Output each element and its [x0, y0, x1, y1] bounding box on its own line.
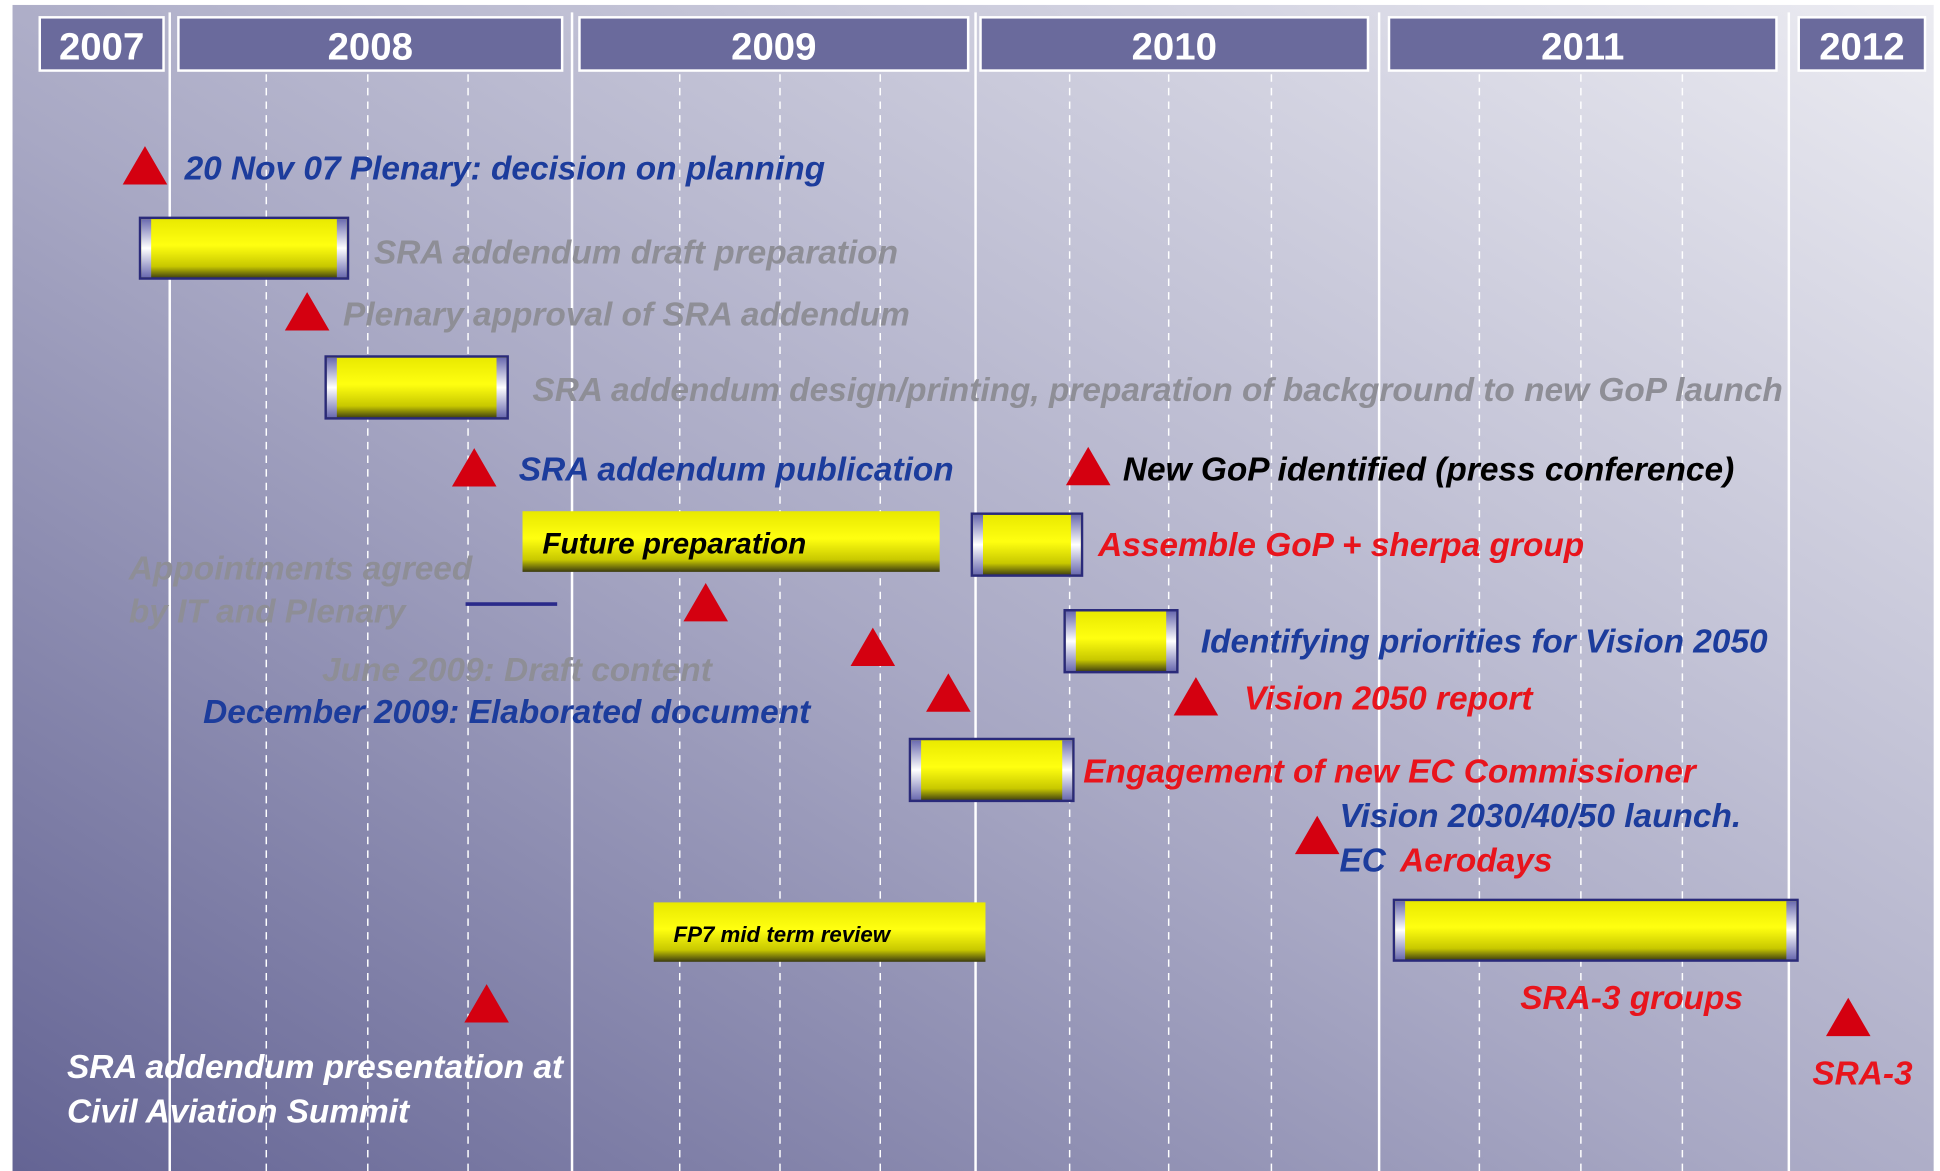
bar-cap — [326, 357, 337, 418]
activity-bar — [653, 902, 986, 962]
year-label: 2012 — [1819, 25, 1904, 68]
year-label: 2011 — [1541, 25, 1624, 68]
bar-cap — [973, 514, 983, 575]
event-label: SRA addendum draft preparation — [374, 235, 898, 272]
event-label: December 2009: Elaborated document — [203, 694, 812, 731]
bar-cap — [1395, 901, 1406, 960]
event-label: Engagement of new EC Commissioner — [1083, 753, 1698, 790]
activity-bar — [908, 737, 1075, 803]
milestone — [451, 448, 497, 487]
event-label: EC — [1339, 842, 1386, 879]
milestone — [926, 673, 971, 712]
event-label: SRA addendum design/printing, preparatio… — [532, 372, 1782, 409]
milestone — [1825, 997, 1871, 1037]
milestone — [284, 292, 330, 331]
event-label: SRA addendum presentation at — [67, 1049, 565, 1086]
event-label: June 2009: Draft content — [322, 652, 714, 689]
activity-bar — [138, 216, 350, 280]
event-label: New GoP identified (press conference) — [1123, 451, 1734, 488]
year-box — [1387, 16, 1778, 72]
bar-cap — [1065, 611, 1076, 671]
year-box — [38, 16, 165, 72]
year-label: 2009 — [731, 25, 816, 68]
event-label: Appointments agreed — [128, 550, 473, 587]
bar-cap — [141, 219, 152, 278]
activity-bar — [970, 512, 1084, 577]
activity-bar — [1392, 898, 1799, 962]
event-label: SRA-3 groups — [1520, 980, 1743, 1017]
milestone — [850, 627, 896, 666]
bar-cap — [336, 219, 347, 278]
event-label: Vision 2050 report — [1244, 680, 1534, 717]
milestone — [122, 146, 168, 185]
year-box — [578, 16, 970, 72]
bar-cap — [1070, 514, 1081, 575]
year-box — [979, 16, 1370, 72]
event-label: SRA-3 — [1812, 1055, 1913, 1092]
event-label: Assemble GoP + sherpa group — [1097, 527, 1584, 564]
activity-bar — [522, 511, 940, 572]
bar-cap — [911, 740, 922, 800]
milestone — [1173, 677, 1219, 716]
year-box — [177, 16, 564, 72]
bar-cap — [1166, 611, 1177, 671]
bar-label: Future preparation — [542, 527, 806, 560]
milestone — [683, 583, 729, 622]
year-label: 2008 — [328, 25, 413, 68]
bar-cap — [496, 357, 507, 418]
background — [12, 4, 1934, 1171]
activity-bar — [324, 355, 509, 420]
activity-bar — [1063, 609, 1179, 674]
bar-label: FP7 mid term review — [674, 922, 892, 947]
event-label: Vision 2030/40/50 launch. — [1339, 798, 1741, 835]
milestone — [1294, 815, 1340, 855]
year-label: 2010 — [1132, 25, 1217, 68]
year-box — [1797, 16, 1927, 72]
milestone — [464, 984, 509, 1023]
event-label: by IT and Plenary — [129, 594, 407, 631]
event-label: SRA addendum publication — [519, 451, 954, 488]
event-label: Identifying priorities for Vision 2050 — [1201, 623, 1768, 660]
event-label: Civil Aviation Summit — [67, 1094, 411, 1131]
event-label: Plenary approval of SRA addendum — [343, 297, 910, 334]
bar-cap — [1062, 740, 1073, 800]
milestone — [1065, 446, 1111, 486]
year-label: 2007 — [59, 25, 144, 68]
event-label: Aerodays — [1399, 842, 1552, 879]
event-label: 20 Nov 07 Plenary: decision on planning — [184, 150, 825, 187]
bar-cap — [1786, 901, 1797, 960]
